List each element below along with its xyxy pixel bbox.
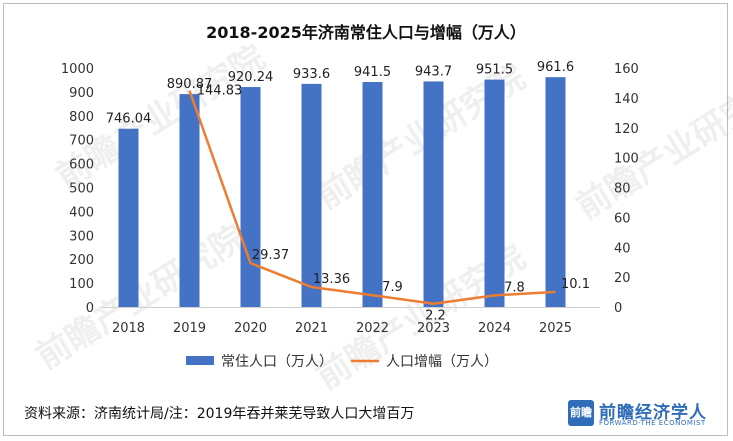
right-y-axis: 0 20 40 60 80 100 120 140 160 xyxy=(614,62,639,316)
brand-icon: 前瞻 xyxy=(568,400,594,426)
bar-data-label: 951.5 xyxy=(476,63,513,78)
right-y-tick-label: 80 xyxy=(614,182,631,197)
x-tick-label: 2025 xyxy=(539,321,572,336)
bar xyxy=(362,81,383,307)
bar xyxy=(118,128,139,307)
bar xyxy=(484,79,505,308)
bar-data-label: 746.04 xyxy=(106,112,152,127)
right-y-tick-label: 40 xyxy=(614,241,631,256)
right-y-tick-label: 160 xyxy=(614,62,639,77)
legend-label: 常住人口（万人） xyxy=(221,354,333,370)
bar-data-label: 961.6 xyxy=(537,60,574,75)
brand-name: 前瞻经济学人 xyxy=(599,403,707,423)
x-axis: 2018 2019 2020 2021 2022 2023 2024 2025 xyxy=(102,307,600,336)
left-y-tick-label: 1000 xyxy=(61,62,94,77)
bar xyxy=(545,77,566,307)
left-y-tick-label: 800 xyxy=(69,110,94,125)
legend: 常住人口（万人） 人口增幅（万人） xyxy=(186,354,498,370)
x-tick-label: 2020 xyxy=(234,321,267,336)
line-data-label: 29.37 xyxy=(252,248,289,263)
x-tick-label: 2024 xyxy=(478,321,511,336)
left-y-tick-label: 400 xyxy=(69,205,94,220)
bar-series xyxy=(118,77,566,308)
brand-logo: 前瞻 前瞻经济学人 FORWARD-THE ECONOMIST xyxy=(568,398,716,428)
line-data-label: 10.1 xyxy=(561,277,590,292)
chart-title: 2018-2025年济南常住人口与增幅（万人） xyxy=(206,23,526,42)
bar-data-label: 943.7 xyxy=(415,64,452,79)
bar-data-label: 941.5 xyxy=(354,65,391,80)
right-y-tick-label: 20 xyxy=(614,271,631,286)
line-data-label: 144.83 xyxy=(197,84,243,99)
bar-data-label: 920.24 xyxy=(228,70,274,85)
bar xyxy=(240,87,261,307)
left-y-tick-label: 500 xyxy=(69,182,94,197)
left-y-tick-label: 100 xyxy=(69,277,94,292)
left-y-axis: 0 100 200 300 400 500 600 700 800 900 1000 xyxy=(61,62,94,316)
x-tick-label: 2021 xyxy=(295,321,328,336)
left-y-tick-label: 900 xyxy=(69,86,94,101)
brand-subtitle: FORWARD-THE ECONOMIST xyxy=(599,419,706,427)
bar-data-label: 890.87 xyxy=(167,77,213,92)
x-tick-label: 2022 xyxy=(356,321,389,336)
line-data-label: 7.9 xyxy=(382,280,403,295)
legend-swatch-bar xyxy=(186,356,214,365)
right-y-tick-label: 60 xyxy=(614,211,631,226)
bar-data-label: 933.6 xyxy=(293,67,330,82)
left-y-tick-label: 700 xyxy=(69,134,94,149)
line-data-labels: 144.83 29.37 13.36 7.9 2.2 7.8 10.1 xyxy=(197,84,590,324)
line-series xyxy=(188,90,556,305)
right-y-tick-label: 100 xyxy=(614,152,639,167)
legend-label: 人口增幅（万人） xyxy=(386,354,498,370)
line-data-label: 7.8 xyxy=(504,280,525,295)
bar xyxy=(423,81,444,308)
right-y-tick-label: 120 xyxy=(614,122,639,137)
left-y-tick-label: 600 xyxy=(69,158,94,173)
x-tick-label: 2018 xyxy=(112,321,145,336)
bar xyxy=(179,94,200,308)
right-y-tick-label: 0 xyxy=(614,301,622,316)
bar xyxy=(301,83,322,307)
line-data-label: 13.36 xyxy=(313,272,350,287)
left-y-tick-label: 200 xyxy=(69,253,94,268)
x-tick-label: 2023 xyxy=(417,321,450,336)
right-y-tick-label: 140 xyxy=(614,92,639,107)
left-y-tick-label: 0 xyxy=(86,301,94,316)
bar-data-labels: 746.04 890.87 920.24 933.6 941.5 943.7 951.5 96… xyxy=(106,60,574,127)
x-tick-label: 2019 xyxy=(173,321,206,336)
source-note: 资料来源：济南统计局/注：2019年吞并莱芜导致人口大增百万 xyxy=(24,406,415,422)
line-data-label: 2.2 xyxy=(425,309,446,324)
left-y-tick-label: 300 xyxy=(69,229,94,244)
